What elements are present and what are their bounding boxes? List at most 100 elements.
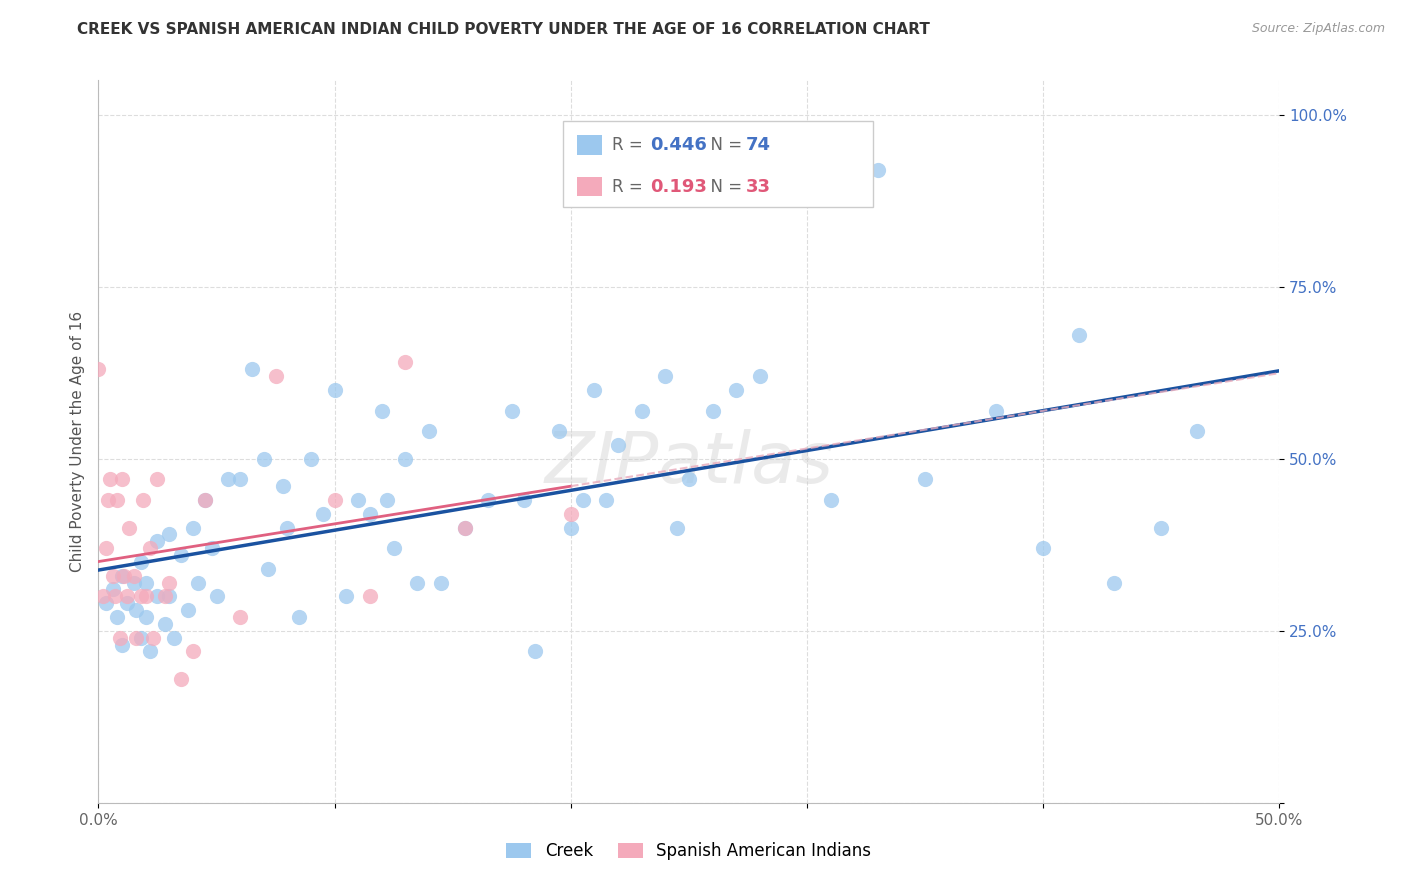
Text: 0.193: 0.193 — [650, 178, 707, 195]
Point — [240, 362, 263, 376]
Point — [94, 541, 117, 556]
Point — [104, 590, 127, 604]
Text: 33: 33 — [745, 178, 770, 195]
Point — [666, 520, 689, 534]
Point — [359, 507, 381, 521]
Point — [607, 438, 630, 452]
Point — [323, 383, 346, 397]
Point — [157, 590, 180, 604]
Point — [418, 424, 440, 438]
Point — [748, 369, 770, 384]
Point — [382, 541, 405, 556]
Point — [146, 472, 169, 486]
Point — [406, 575, 429, 590]
Text: 0.446: 0.446 — [650, 136, 707, 154]
Point — [430, 575, 453, 590]
Point — [820, 493, 842, 508]
Text: CREEK VS SPANISH AMERICAN INDIAN CHILD POVERTY UNDER THE AGE OF 16 CORRELATION C: CREEK VS SPANISH AMERICAN INDIAN CHILD P… — [77, 22, 931, 37]
Point — [135, 610, 157, 624]
Point — [129, 631, 152, 645]
Point — [323, 493, 346, 508]
Point — [654, 369, 676, 384]
Point — [129, 590, 152, 604]
Point — [253, 451, 276, 466]
Point — [394, 355, 416, 369]
Point — [112, 568, 135, 582]
Point — [129, 555, 152, 569]
Point — [170, 672, 193, 686]
Point — [375, 493, 398, 508]
Point — [118, 520, 141, 534]
Point — [394, 451, 416, 466]
Point — [1102, 575, 1125, 590]
Legend: Creek, Spanish American Indians: Creek, Spanish American Indians — [499, 836, 879, 867]
Point — [101, 568, 124, 582]
Point — [142, 631, 165, 645]
Point — [453, 520, 475, 534]
Point — [111, 472, 134, 486]
Point — [217, 472, 239, 486]
Point — [1185, 424, 1208, 438]
Point — [866, 162, 889, 177]
Text: Source: ZipAtlas.com: Source: ZipAtlas.com — [1251, 22, 1385, 36]
Point — [725, 383, 748, 397]
Point — [115, 596, 138, 610]
Point — [371, 403, 394, 417]
Point — [153, 616, 176, 631]
Point — [187, 575, 209, 590]
Point — [560, 520, 582, 534]
Point — [271, 479, 294, 493]
Point — [359, 590, 381, 604]
Text: R =: R = — [612, 178, 648, 195]
Point — [94, 596, 117, 610]
Point — [132, 493, 155, 508]
Text: N =: N = — [700, 178, 748, 195]
Point — [177, 603, 200, 617]
Point — [264, 369, 287, 384]
Y-axis label: Child Poverty Under the Age of 16: Child Poverty Under the Age of 16 — [69, 311, 84, 572]
Point — [201, 541, 224, 556]
Point — [97, 493, 120, 508]
Point — [91, 590, 114, 604]
Point — [194, 493, 217, 508]
Point — [122, 575, 145, 590]
Point — [170, 548, 193, 562]
Point — [1032, 541, 1054, 556]
Point — [181, 520, 204, 534]
Point — [512, 493, 534, 508]
Point — [115, 590, 138, 604]
Point — [98, 472, 121, 486]
Point — [194, 493, 217, 508]
Point — [146, 590, 169, 604]
Point — [105, 493, 128, 508]
Point — [135, 575, 157, 590]
Point — [571, 493, 593, 508]
Point — [125, 631, 148, 645]
Point — [229, 610, 252, 624]
Point — [139, 644, 162, 658]
Point — [702, 403, 724, 417]
Point — [312, 507, 335, 521]
Point — [111, 568, 134, 582]
Point — [163, 631, 186, 645]
Point — [205, 590, 228, 604]
Point — [181, 644, 204, 658]
Point — [125, 603, 148, 617]
Point — [122, 568, 145, 582]
Point — [560, 507, 582, 521]
Point — [229, 472, 252, 486]
Point — [524, 644, 547, 658]
Point — [105, 610, 128, 624]
Point — [276, 520, 298, 534]
Point — [157, 575, 180, 590]
Point — [548, 424, 571, 438]
Point — [1150, 520, 1173, 534]
Point — [135, 590, 157, 604]
Point — [501, 403, 523, 417]
Point — [583, 383, 606, 397]
Point — [335, 590, 357, 604]
Point — [153, 590, 176, 604]
Point — [477, 493, 499, 508]
Point — [453, 520, 475, 534]
Point — [914, 472, 936, 486]
